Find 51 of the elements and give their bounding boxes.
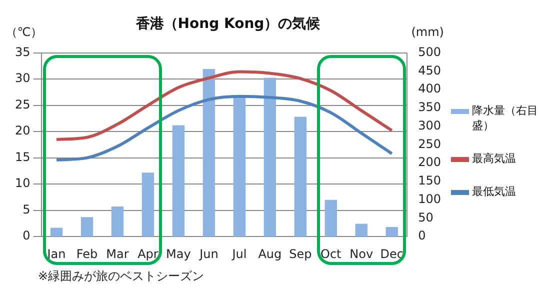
x-tick-label: Aug [258, 246, 282, 261]
x-tick-label: Feb [76, 246, 98, 261]
y2-tick-label: 150 [418, 174, 441, 188]
legend-label: 最高気温 [472, 151, 516, 166]
bar [172, 125, 185, 237]
y-tick-label: 30 [14, 71, 30, 86]
legend-label: 降水量（右目盛） [472, 103, 539, 133]
x-tick-label: Oct [320, 246, 342, 261]
bar [264, 78, 276, 237]
legend-label: 最低気温 [472, 184, 516, 199]
x-tick-label: Nov [350, 246, 374, 261]
y2-tick-label: 300 [418, 118, 441, 132]
x-tick-label: Mar [106, 246, 129, 261]
line-series [55, 94, 394, 162]
chart-title: 香港（Hong Kong）の気候 [134, 16, 322, 32]
y2-tick-label: 100 [418, 192, 441, 206]
y-axis-title: （℃） [5, 24, 43, 39]
y-tick-label: 10 [14, 176, 30, 190]
bar [233, 97, 246, 237]
y2-tick-label: 50 [418, 210, 434, 224]
y-tick-label: 0 [22, 228, 30, 243]
bar [355, 224, 368, 237]
bar [80, 217, 94, 237]
bar [294, 116, 306, 237]
x-tick-label: Sep [289, 246, 312, 261]
line-series [55, 70, 394, 141]
x-tick-label: Jul [231, 246, 247, 261]
y2-tick-label: 400 [418, 82, 441, 96]
bar [202, 68, 216, 237]
bar [142, 172, 154, 237]
y-tick-label: 5 [22, 202, 30, 216]
y2-axis-title: (mm) [411, 24, 444, 39]
y-tick-label: 35 [14, 44, 30, 59]
bar [324, 200, 337, 237]
x-tick-label: May [166, 246, 191, 261]
bar [111, 206, 124, 237]
y2-tick-label: 350 [418, 100, 441, 114]
y2-tick-label: 0 [418, 228, 426, 243]
y-tick-label: 15 [14, 150, 30, 164]
y2-tick-label: 450 [418, 63, 441, 78]
y2-tick-label: 200 [418, 155, 441, 170]
text: ※緑囲みが旅のベストシーズン [38, 269, 204, 284]
y2-tick-label: 250 [418, 136, 441, 151]
y2-tick-label: 500 [418, 44, 441, 59]
y-tick-label: 20 [14, 124, 30, 138]
bar [50, 228, 63, 237]
bar [386, 227, 398, 237]
y-tick-label: 25 [14, 97, 30, 112]
x-tick-label: Dec [380, 246, 404, 261]
x-tick-label: Apr [138, 246, 158, 261]
x-tick-label: Jun [198, 246, 218, 261]
